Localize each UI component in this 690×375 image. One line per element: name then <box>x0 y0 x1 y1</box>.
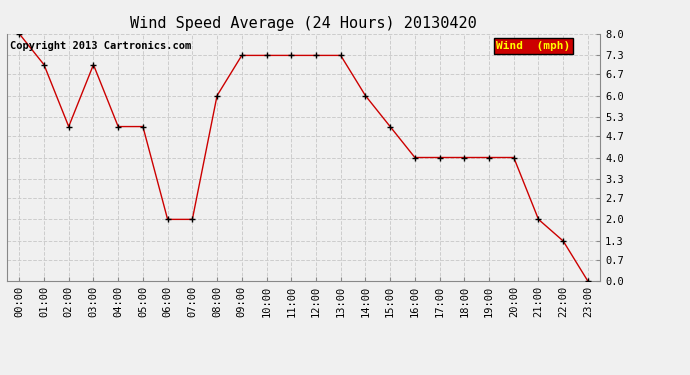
Title: Wind Speed Average (24 Hours) 20130420: Wind Speed Average (24 Hours) 20130420 <box>130 16 477 31</box>
Text: Wind  (mph): Wind (mph) <box>496 41 571 51</box>
Text: Copyright 2013 Cartronics.com: Copyright 2013 Cartronics.com <box>10 41 191 51</box>
